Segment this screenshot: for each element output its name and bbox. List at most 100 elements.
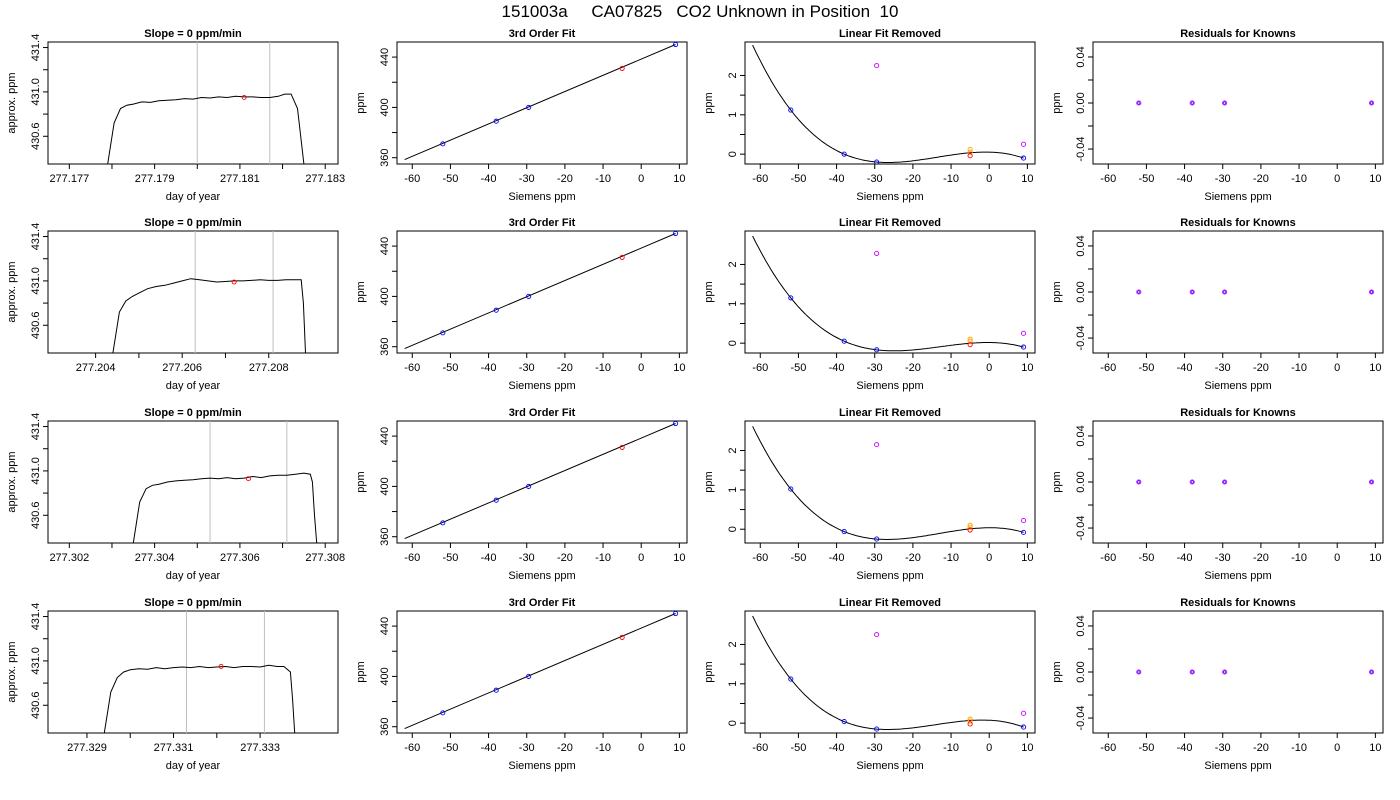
standard-point <box>874 536 880 542</box>
x-axis-label: Siemens ppm <box>856 191 923 203</box>
aux-point <box>967 716 973 722</box>
y-tick-label: 431.4 <box>30 34 42 62</box>
x-tick-label: 277.179 <box>135 173 175 185</box>
y-axis-label: ppm <box>1051 92 1063 113</box>
x-tick-label: -40 <box>829 552 845 564</box>
x-tick-label: -30 <box>1215 173 1231 185</box>
standard-point <box>493 118 499 124</box>
y-tick-label: 2 <box>727 72 739 78</box>
fit-curve <box>404 44 676 161</box>
x-tick-label: -40 <box>481 173 497 185</box>
x-tick-label: -50 <box>442 362 458 374</box>
y-tick-label: 431.0 <box>30 457 42 485</box>
plot-frame <box>47 41 339 165</box>
y-axis-label: ppm <box>1051 661 1063 682</box>
standard-point <box>526 483 532 489</box>
standard-point <box>1021 155 1027 161</box>
panel-title: Slope = 0 ppm/min <box>144 407 242 419</box>
panel-3-2: Linear Fit Removed -60 -50 -40 -30 -20 -10 0 10 0… <box>703 597 1036 772</box>
residual-point <box>1136 289 1142 295</box>
x-tick-label: -30 <box>519 173 535 185</box>
y-tick-label: 0 <box>727 151 739 157</box>
x-tick-label: -40 <box>1177 362 1193 374</box>
panel-2-0: Slope = 0 ppm/min 277.302 277.304 277.306 27… <box>6 407 345 582</box>
x-tick-label: -40 <box>829 173 845 185</box>
x-tick-label: -30 <box>867 362 883 374</box>
y-axis-label: approx. ppm <box>6 72 18 133</box>
plot-data <box>404 42 679 161</box>
plot-data <box>752 615 1027 732</box>
standard-point <box>673 42 679 48</box>
y-tick-label: 1 <box>727 487 739 493</box>
panel-0-0: Slope = 0 ppm/min 277.177 277.179 277.181 27… <box>6 28 345 203</box>
x-tick-label: 277.177 <box>49 173 89 185</box>
x-tick-label: 0 <box>986 552 992 564</box>
x-tick-label: -20 <box>905 742 921 754</box>
standard-point <box>526 104 532 110</box>
standard-point <box>673 611 679 617</box>
flagged-point <box>874 632 880 638</box>
x-tick-label: -10 <box>1291 173 1307 185</box>
mean-marker <box>218 664 224 669</box>
x-tick-label: -60 <box>404 173 420 185</box>
standard-point <box>440 141 446 147</box>
aux-point <box>967 524 973 530</box>
residual-curve <box>752 426 1024 540</box>
y-tick-label: 440 <box>379 427 391 445</box>
plot-data <box>752 235 1027 353</box>
x-tick-label: 277.333 <box>240 742 280 754</box>
y-tick-label: 400 <box>379 667 391 685</box>
plot-data <box>132 421 318 543</box>
mean-marker <box>245 476 251 482</box>
y-tick-label: -0.04 <box>1075 705 1087 730</box>
residual-curve <box>752 235 1024 352</box>
x-tick-label: -50 <box>790 173 806 185</box>
y-axis-label: ppm <box>355 281 367 302</box>
x-tick-label: 277.204 <box>76 362 116 374</box>
x-tick-label: 10 <box>673 173 685 185</box>
residual-curve <box>752 44 1024 163</box>
standard-point <box>788 676 794 682</box>
x-tick-label: -10 <box>595 362 611 374</box>
x-tick-label: -10 <box>1291 742 1307 754</box>
y-tick-label: 1 <box>727 112 739 118</box>
residual-point-inner <box>1190 670 1194 674</box>
standard-point <box>440 710 446 716</box>
y-tick-label: 360 <box>379 338 391 356</box>
plot-data <box>1136 479 1375 485</box>
x-tick-label: -20 <box>905 173 921 185</box>
plot-data <box>752 426 1027 542</box>
unknown-point <box>619 254 625 260</box>
y-tick-label: 440 <box>379 237 391 255</box>
standard-point <box>493 307 499 313</box>
x-tick-label: -60 <box>1100 173 1116 185</box>
panel-title: 3rd Order Fit <box>509 217 576 229</box>
standard-point <box>526 673 532 679</box>
y-tick-label: 0.04 <box>1075 615 1087 636</box>
residual-point <box>1222 669 1228 675</box>
y-axis-label: ppm <box>703 281 715 302</box>
x-tick-label: -20 <box>1253 552 1269 564</box>
concentration-trace <box>107 93 305 164</box>
y-tick-label: 0.00 <box>1075 92 1087 113</box>
standard-point <box>788 295 794 301</box>
x-tick-label: -50 <box>1138 742 1154 754</box>
plot-data <box>112 231 306 353</box>
x-tick-label: -50 <box>1138 362 1154 374</box>
x-tick-label: -60 <box>404 552 420 564</box>
x-tick-label: -20 <box>557 173 573 185</box>
standard-point <box>841 719 847 725</box>
plot-frame <box>47 230 339 354</box>
x-tick-label: -50 <box>1138 173 1154 185</box>
panel-title: 3rd Order Fit <box>509 28 576 40</box>
aux-point <box>967 718 973 724</box>
x-tick-label: 277.331 <box>154 742 194 754</box>
unknown-point <box>619 444 625 450</box>
residual-point <box>1189 669 1195 675</box>
panel-title: Residuals for Knowns <box>1180 28 1296 40</box>
x-tick-label: 10 <box>1021 362 1033 374</box>
y-axis-label: ppm <box>355 92 367 113</box>
flagged-point <box>1021 330 1027 336</box>
plot-frame <box>47 610 339 734</box>
x-axis-label: Siemens ppm <box>1204 570 1271 582</box>
